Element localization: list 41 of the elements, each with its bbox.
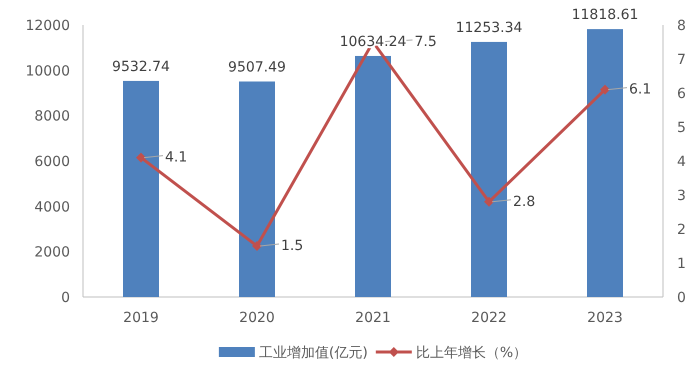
x-tick-label: 2021 [355,310,391,326]
y-tick-label: 0 [61,290,70,306]
y2-tick-label: 8 [677,18,686,34]
bar [239,81,275,297]
legend-label: 工业增加值(亿元) [258,345,368,361]
y-tick-label: 10000 [25,63,70,80]
point [484,196,494,207]
x-tick-label: 2022 [471,310,507,326]
y2-tick-label: 2 [677,222,686,238]
bar [471,42,507,297]
x-tick-label: 2023 [587,310,623,326]
bar [355,56,391,297]
y2-tick-label: 3 [677,188,686,204]
data-label: 11818.61 [572,7,638,24]
y2-tick-label: 6 [677,86,686,102]
y2-tick-label: 0 [677,290,686,306]
y2-tick-label: 7 [677,52,686,68]
data-label: 2.8 [513,194,536,210]
y2-tick-label: 4 [677,154,686,170]
point [600,84,610,95]
data-label: 7.5 [414,34,437,50]
legend-label: 比上年增长（%） [416,345,528,361]
x-tick-label: 2020 [239,310,275,326]
y-tick-label: 4000 [34,199,70,216]
y2-tick-label: 5 [677,120,686,136]
bar [587,29,623,297]
data-label: 11253.34 [456,20,522,36]
y2-tick-label: 1 [677,256,686,272]
y-tick-label: 2000 [34,244,70,261]
data-label: 9532.74 [112,58,170,75]
y-tick-label: 6000 [34,154,70,170]
y-tick-label: 12000 [25,18,70,34]
data-label: 4.1 [165,150,188,166]
data-label: 6.1 [629,82,652,98]
point [252,241,262,251]
y-tick-label: 8000 [34,108,70,125]
data-label: 1.5 [281,238,304,254]
point [136,152,146,163]
data-label: 9507.49 [228,59,286,76]
x-tick-label: 2019 [123,310,159,326]
bar [123,80,159,297]
